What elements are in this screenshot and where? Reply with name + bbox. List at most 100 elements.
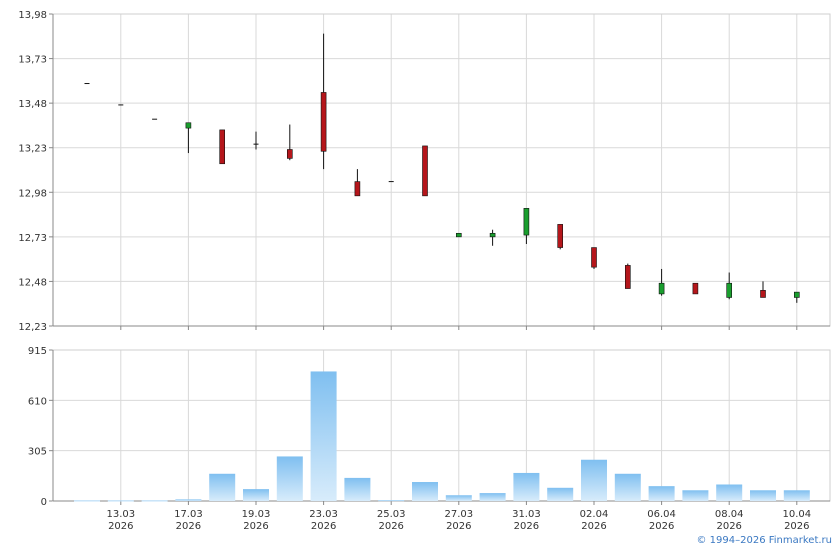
candle	[320, 33, 327, 170]
candle-body	[523, 208, 530, 236]
volume-bar	[513, 472, 540, 501]
candle	[455, 232, 462, 238]
volume-tick-label: 0	[41, 497, 47, 508]
candle-body	[692, 282, 699, 295]
candle-body	[793, 291, 800, 298]
volume-bar	[750, 490, 776, 501]
tick-labels: 13,98 13,73 13,48 13,23 12,98 12,73 12,48 12,23…	[18, 10, 811, 532]
price-panel-frame	[52, 13, 831, 327]
x-tick-date: 13.03	[106, 509, 135, 520]
x-tick-year: 2026	[311, 521, 336, 532]
volume-bar	[378, 500, 405, 502]
volume-panel-frame	[52, 349, 831, 502]
volume-bar	[547, 487, 574, 501]
candle	[793, 291, 800, 303]
candle	[658, 268, 665, 296]
candle	[354, 169, 361, 197]
volume-tick-label: 305	[28, 447, 47, 458]
candle	[489, 229, 496, 246]
volume-bar	[581, 459, 607, 501]
price-tick-label: 12,73	[18, 233, 47, 244]
x-tick-date: 23.03	[309, 509, 338, 520]
copyright-text: © 1994–2026 Finmarket.ru	[696, 535, 832, 546]
x-tick-year: 2026	[649, 521, 674, 532]
volume-bar	[107, 500, 134, 502]
volume-bar	[716, 484, 743, 501]
candle	[523, 208, 530, 244]
candle-body	[422, 145, 428, 197]
volume-bar	[479, 493, 506, 501]
volume-bar	[74, 500, 100, 502]
candle-body	[557, 224, 564, 248]
price-tick-label: 12,23	[18, 322, 47, 333]
x-tick-year: 2026	[514, 521, 539, 532]
volume-bar	[243, 489, 269, 501]
x-tick-year: 2026	[108, 521, 133, 532]
candle-body	[455, 232, 462, 238]
volume-bar	[614, 473, 641, 501]
candle	[219, 129, 225, 165]
volume-tick-label: 915	[28, 346, 47, 357]
x-tick-date: 25.03	[377, 509, 406, 520]
volume-bar	[141, 500, 168, 502]
candle-body	[760, 290, 766, 298]
x-tick-date: 31.03	[512, 509, 541, 520]
volume-tick-label: 610	[28, 396, 47, 407]
x-tick-date: 19.03	[242, 509, 271, 520]
candle	[253, 131, 259, 150]
volume-bar	[310, 371, 337, 501]
candle-body	[726, 282, 733, 298]
price-tick-label: 13,98	[18, 10, 47, 21]
candle-body	[624, 265, 631, 289]
price-tick-label: 13,23	[18, 144, 47, 155]
x-tick-year: 2026	[378, 521, 403, 532]
x-tick-date: 02.04	[580, 509, 609, 520]
candlestick-series	[84, 33, 800, 303]
candle-body	[658, 282, 665, 295]
x-tick-year: 2026	[716, 521, 741, 532]
volume-bar	[412, 482, 438, 501]
candle-body	[219, 129, 225, 165]
x-tick-date: 10.04	[782, 509, 811, 520]
candle	[286, 124, 293, 161]
candle	[591, 247, 597, 269]
price-tick-label: 13,48	[18, 99, 47, 110]
x-tick-date: 17.03	[174, 509, 203, 520]
candle	[760, 281, 766, 298]
price-tick-label: 13,73	[18, 55, 47, 66]
x-tick-date: 06.04	[647, 509, 676, 520]
candle-body	[489, 232, 496, 238]
grid-layer	[53, 13, 830, 502]
candle-body	[320, 92, 327, 152]
volume-bar	[276, 456, 303, 501]
candle-body	[354, 181, 361, 197]
candle-body	[185, 122, 192, 129]
candle	[624, 263, 631, 289]
volume-bar	[209, 473, 236, 501]
candle	[557, 224, 564, 250]
x-tick-year: 2026	[176, 521, 201, 532]
x-tick-year: 2026	[581, 521, 606, 532]
volume-bar	[175, 499, 202, 501]
volume-series	[74, 371, 810, 502]
volume-bar	[344, 477, 371, 501]
axis-layer	[49, 13, 831, 505]
candle	[422, 145, 428, 197]
x-tick-year: 2026	[784, 521, 809, 532]
price-tick-label: 12,98	[18, 188, 47, 199]
volume-bar	[682, 490, 709, 501]
candle	[726, 272, 733, 300]
x-tick-year: 2026	[243, 521, 268, 532]
candle-body	[286, 149, 293, 159]
volume-bar	[783, 490, 810, 501]
volume-bar	[445, 495, 472, 501]
candle	[692, 282, 699, 295]
candle	[185, 122, 192, 154]
volume-bar	[648, 486, 675, 501]
x-tick-date: 08.04	[715, 509, 744, 520]
x-tick-date: 27.03	[444, 509, 473, 520]
price-tick-label: 12,48	[18, 277, 47, 288]
candle-body	[591, 247, 597, 268]
